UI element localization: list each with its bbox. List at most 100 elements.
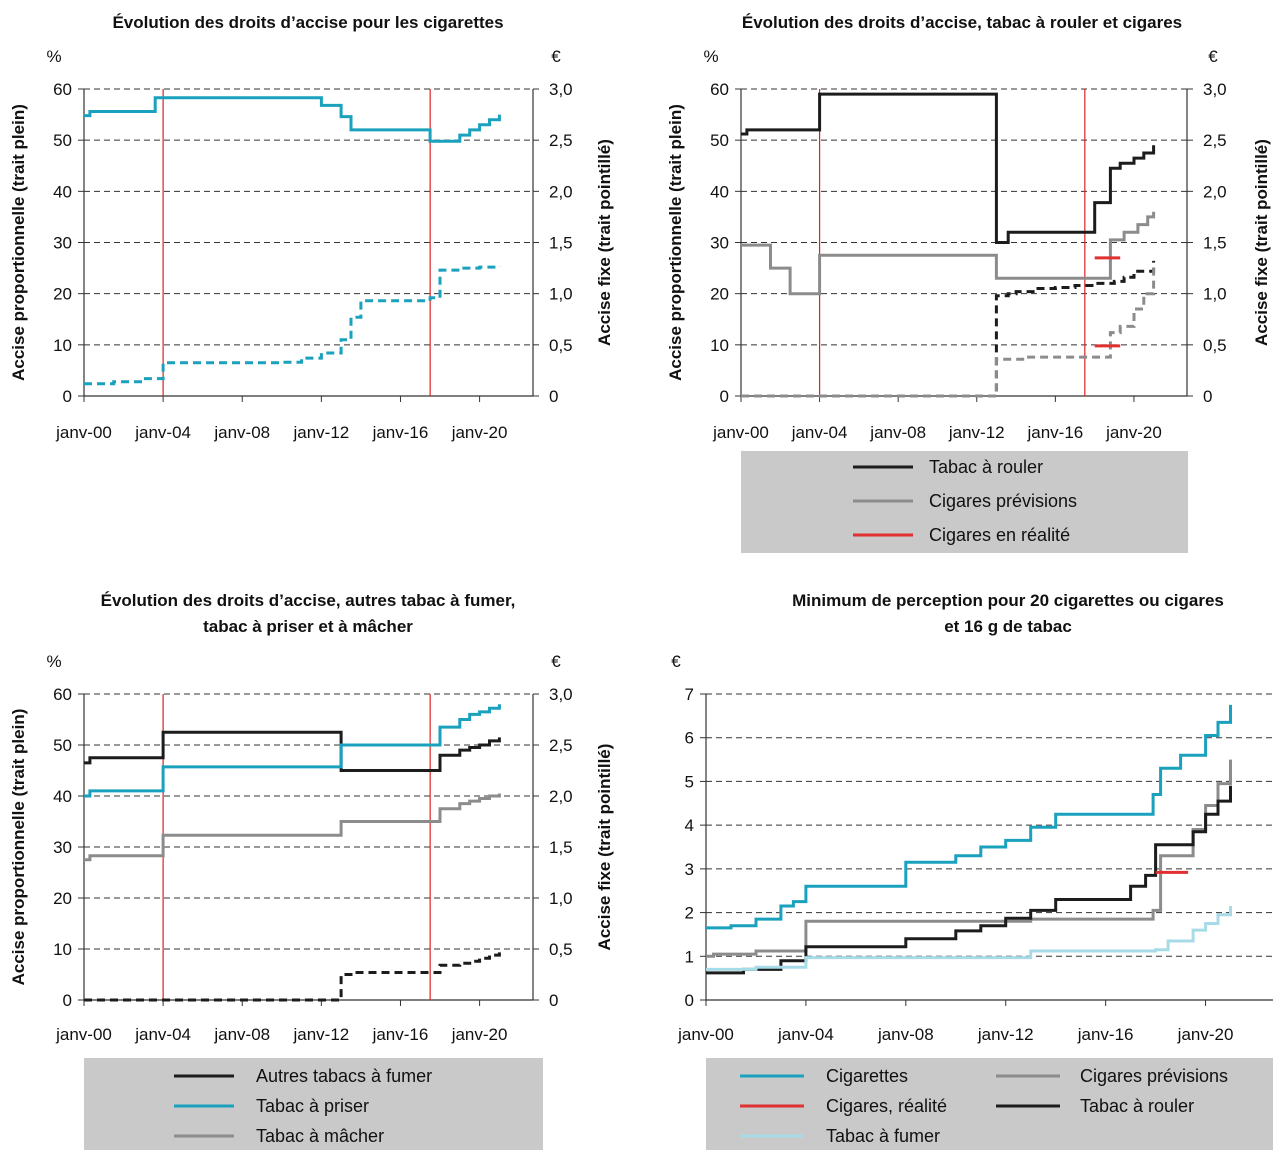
y2-tick-label: 2,0 <box>1203 182 1227 201</box>
y2-tick-label: 2,5 <box>1203 131 1227 150</box>
y-tick-label: 40 <box>710 182 729 201</box>
y-tick-label: 5 <box>685 772 694 791</box>
y2-tick-label: 1,5 <box>1203 234 1227 253</box>
x-tick-label: janv-12 <box>292 1025 349 1044</box>
x-tick-label: janv-12 <box>292 423 349 442</box>
y-tick-label: 4 <box>685 816 694 835</box>
x-tick-label: janv-20 <box>1177 1025 1234 1044</box>
y2-tick-label: 0,5 <box>549 336 573 355</box>
x-tick-label: janv-08 <box>213 423 270 442</box>
x-tick-label: janv-20 <box>451 423 508 442</box>
y-unit: % <box>703 47 718 66</box>
y2-tick-label: 2,0 <box>549 182 573 201</box>
y2-tick-label: 2,5 <box>549 131 573 150</box>
x-tick-label: janv-00 <box>55 1025 112 1044</box>
y-axis-label: Accise proportionnelle (trait plein) <box>9 104 28 381</box>
y-tick-label: 60 <box>53 685 72 704</box>
series-line <box>741 211 1156 296</box>
y2-axis-label: Accise fixe (trait pointillé) <box>595 744 614 951</box>
legend-label: Cigares en réalité <box>929 525 1070 545</box>
y-tick-label: 7 <box>685 685 694 704</box>
y-tick-label: 60 <box>710 80 729 99</box>
x-tick-label: janv-08 <box>877 1025 934 1044</box>
chart-2: Évolution des droits d’accise, tabac à r… <box>666 13 1271 553</box>
y-tick-label: 40 <box>53 787 72 806</box>
series-line <box>706 906 1232 971</box>
y2-tick-label: 0 <box>1203 387 1212 406</box>
y-tick-label: 10 <box>710 336 729 355</box>
series-line <box>741 92 1156 244</box>
y2-tick-label: 0,5 <box>1203 336 1227 355</box>
series-line <box>741 263 1156 398</box>
legend-label: Cigarettes <box>826 1066 908 1086</box>
chart-title: Évolution des droits d’accise, tabac à r… <box>742 13 1182 32</box>
y2-tick-label: 3,0 <box>549 80 573 99</box>
y-axis-label: Accise proportionnelle (trait plein) <box>666 104 685 381</box>
series-line <box>741 260 1156 398</box>
y-tick-label: 20 <box>53 889 72 908</box>
x-tick-label: janv-04 <box>777 1025 834 1044</box>
y2-tick-label: 0 <box>549 991 558 1010</box>
y-tick-label: 30 <box>53 234 72 253</box>
y-axis-label: Accise proportionnelle (trait plein) <box>9 709 28 986</box>
y2-unit: € <box>551 47 561 66</box>
legend-label: Autres tabacs à fumer <box>256 1066 432 1086</box>
y-tick-label: 3 <box>685 860 694 879</box>
x-tick-label: janv-04 <box>134 1025 191 1044</box>
y-tick-label: 2 <box>685 904 694 923</box>
x-tick-label: janv-00 <box>55 423 112 442</box>
y-tick-label: 50 <box>710 131 729 150</box>
y2-tick-label: 0,5 <box>549 940 573 959</box>
y-tick-label: 10 <box>53 336 72 355</box>
x-tick-label: janv-16 <box>372 423 429 442</box>
legend-label: Tabac à rouler <box>1080 1096 1194 1116</box>
legend-box <box>84 1058 543 1150</box>
legend-label: Tabac à fumer <box>826 1126 940 1146</box>
y-tick-label: 30 <box>53 838 72 857</box>
y2-tick-label: 3,0 <box>1203 80 1227 99</box>
y2-tick-label: 2,5 <box>549 736 573 755</box>
x-tick-label: janv-16 <box>372 1025 429 1044</box>
y2-tick-label: 1,5 <box>549 838 573 857</box>
y-tick-label: 50 <box>53 131 72 150</box>
x-tick-label: janv-12 <box>948 423 1005 442</box>
x-tick-label: janv-00 <box>712 423 769 442</box>
series-line <box>706 759 1232 958</box>
chart-title: Minimum de perception pour 20 cigarettes… <box>792 591 1224 610</box>
legend-label: Tabac à rouler <box>929 457 1043 477</box>
y2-tick-label: 0 <box>549 387 558 406</box>
x-tick-label: janv-16 <box>1077 1025 1134 1044</box>
y-unit: % <box>46 652 61 671</box>
y-tick-label: 60 <box>53 80 72 99</box>
y2-tick-label: 2,0 <box>549 787 573 806</box>
chart-4: Minimum de perception pour 20 cigarettes… <box>671 591 1273 1150</box>
y2-tick-label: 3,0 <box>549 685 573 704</box>
y-tick-label: 0 <box>63 387 72 406</box>
series-line <box>84 265 501 386</box>
y-tick-label: 50 <box>53 736 72 755</box>
x-tick-label: janv-04 <box>791 423 848 442</box>
x-tick-label: janv-12 <box>977 1025 1034 1044</box>
y-tick-label: 1 <box>685 947 694 966</box>
chart-1: Évolution des droits d’accise pour les c… <box>9 13 614 442</box>
legend-label: Tabac à priser <box>256 1096 369 1116</box>
x-tick-label: janv-20 <box>1105 423 1162 442</box>
x-tick-label: janv-20 <box>451 1025 508 1044</box>
legend-label: Cigares, réalité <box>826 1096 947 1116</box>
x-tick-label: janv-08 <box>213 1025 270 1044</box>
chart-title: Évolution des droits d’accise pour les c… <box>112 13 503 32</box>
x-tick-label: janv-16 <box>1026 423 1083 442</box>
series-line <box>84 952 501 1002</box>
y-unit: € <box>671 652 681 671</box>
x-tick-label: janv-08 <box>869 423 926 442</box>
y2-axis-label: Accise fixe (trait pointillé) <box>595 139 614 346</box>
y2-unit: € <box>551 652 561 671</box>
y-tick-label: 0 <box>685 991 694 1010</box>
y-tick-label: 20 <box>710 285 729 304</box>
x-tick-label: janv-00 <box>677 1025 734 1044</box>
chart-title-line2: tabac à priser et à mâcher <box>203 617 413 636</box>
y2-axis-label: Accise fixe (trait pointillé) <box>1252 139 1271 346</box>
series-line <box>84 730 501 772</box>
x-tick-label: janv-04 <box>134 423 191 442</box>
